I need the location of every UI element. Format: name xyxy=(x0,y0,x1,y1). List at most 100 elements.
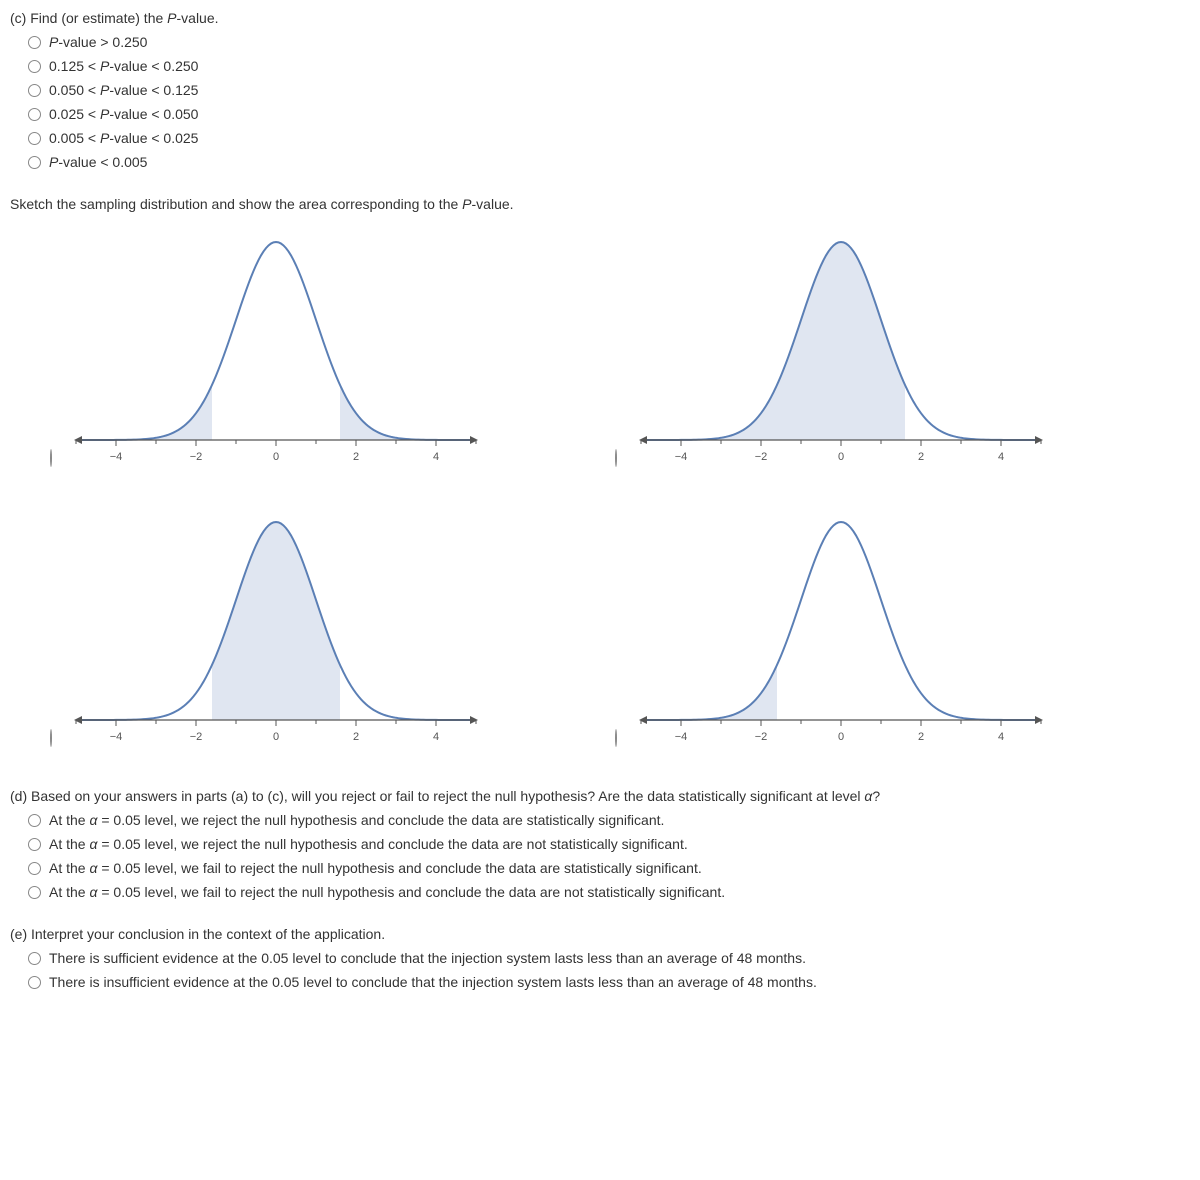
option-label: At the α = 0.05 level, we fail to reject… xyxy=(49,860,702,876)
sketch-prompt: Sketch the sampling distribution and sho… xyxy=(10,196,1190,212)
part-e-option[interactable]: There is insufficient evidence at the 0.… xyxy=(10,970,1190,994)
shaded-region xyxy=(76,385,212,440)
text: (c) Find (or estimate) the xyxy=(10,10,167,26)
arrow-left-icon xyxy=(74,436,82,444)
option-label: At the α = 0.05 level, we reject the nul… xyxy=(49,812,664,828)
chart-option[interactable]: −4−2024 xyxy=(615,230,1150,470)
option-label: At the α = 0.05 level, we reject the nul… xyxy=(49,836,688,852)
arrow-right-icon xyxy=(1035,716,1043,724)
svg-text:2: 2 xyxy=(918,731,924,743)
part-d-option[interactable]: At the α = 0.05 level, we fail to reject… xyxy=(10,856,1190,880)
radio-icon[interactable] xyxy=(615,729,617,747)
chart-option[interactable]: −4 −2 0 2 4 xyxy=(50,230,585,470)
distribution-chart: −4 −2 0 2 4 xyxy=(66,230,486,470)
arrow-left-icon xyxy=(639,716,647,724)
radio-icon[interactable] xyxy=(28,36,41,49)
radio-icon[interactable] xyxy=(28,976,41,989)
svg-text:2: 2 xyxy=(353,451,359,463)
shaded-region xyxy=(212,522,340,720)
part-c-option[interactable]: 0.125 < P-value < 0.250 xyxy=(10,54,1190,78)
svg-text:4: 4 xyxy=(998,731,1004,743)
radio-icon[interactable] xyxy=(28,108,41,121)
part-e-options: There is sufficient evidence at the 0.05… xyxy=(10,946,1190,994)
radio-icon[interactable] xyxy=(28,156,41,169)
shaded-region xyxy=(641,242,905,440)
svg-text:0: 0 xyxy=(838,451,844,463)
radio-icon[interactable] xyxy=(28,60,41,73)
part-c-option[interactable]: P-value > 0.250 xyxy=(10,30,1190,54)
part-c-option[interactable]: 0.005 < P-value < 0.025 xyxy=(10,126,1190,150)
svg-text:4: 4 xyxy=(433,731,439,743)
text: -value. xyxy=(177,10,219,26)
radio-icon[interactable] xyxy=(28,838,41,851)
part-d-option[interactable]: At the α = 0.05 level, we reject the nul… xyxy=(10,832,1190,856)
arrow-left-icon xyxy=(639,436,647,444)
radio-icon[interactable] xyxy=(50,449,52,467)
part-c-option[interactable]: 0.050 < P-value < 0.125 xyxy=(10,78,1190,102)
chart-option[interactable]: −4 −2 0 2 4 xyxy=(615,510,1150,750)
svg-text:−4: −4 xyxy=(110,451,123,463)
text: ? xyxy=(872,788,880,804)
p-italic: P xyxy=(462,196,471,212)
part-e: (e) Interpret your conclusion in the con… xyxy=(10,926,1190,994)
chart-grid: −4 −2 0 2 4 −4 −2 0 2 4 −4 −2 0 2 4 −4 −2 0 2 4 xyxy=(10,220,1190,760)
chart-option[interactable]: −4 −2 0 2 4 xyxy=(50,510,585,750)
arrow-right-icon xyxy=(470,436,478,444)
distribution-chart: −4−2024 xyxy=(631,230,1051,470)
distribution-chart: −4 −2 0 2 4 xyxy=(66,510,486,750)
svg-text:0: 0 xyxy=(273,451,279,463)
svg-text:−4: −4 xyxy=(675,731,688,743)
svg-text:−2: −2 xyxy=(190,731,203,743)
svg-text:−4: −4 xyxy=(110,731,123,743)
p-italic: P xyxy=(167,10,176,26)
svg-text:−2: −2 xyxy=(755,731,768,743)
part-c-prompt: (c) Find (or estimate) the P-value. xyxy=(10,10,1190,26)
part-d: (d) Based on your answers in parts (a) t… xyxy=(10,788,1190,904)
radio-icon[interactable] xyxy=(615,449,617,467)
radio-icon[interactable] xyxy=(28,814,41,827)
part-d-option[interactable]: At the α = 0.05 level, we fail to reject… xyxy=(10,880,1190,904)
text: (d) Based on your answers in parts (a) t… xyxy=(10,788,864,804)
radio-icon[interactable] xyxy=(28,84,41,97)
option-label: At the α = 0.05 level, we fail to reject… xyxy=(49,884,725,900)
arrow-left-icon xyxy=(74,716,82,724)
distribution-chart: −4 −2 0 2 4 xyxy=(631,510,1051,750)
option-label: 0.005 < P-value < 0.025 xyxy=(49,130,198,146)
part-e-option[interactable]: There is sufficient evidence at the 0.05… xyxy=(10,946,1190,970)
option-label: 0.125 < P-value < 0.250 xyxy=(49,58,198,74)
option-label: P-value < 0.005 xyxy=(49,154,147,170)
shaded-region-2 xyxy=(340,385,476,440)
curve-line xyxy=(76,242,476,440)
radio-icon[interactable] xyxy=(50,729,52,747)
svg-text:4: 4 xyxy=(998,451,1004,463)
shaded-region xyxy=(641,665,777,720)
part-d-prompt: (d) Based on your answers in parts (a) t… xyxy=(10,788,1190,804)
option-label: 0.050 < P-value < 0.125 xyxy=(49,82,198,98)
part-c-options: P-value > 0.250 0.125 < P-value < 0.250 0.… xyxy=(10,30,1190,174)
part-d-options: At the α = 0.05 level, we reject the nul… xyxy=(10,808,1190,904)
svg-text:−4: −4 xyxy=(675,451,688,463)
radio-icon[interactable] xyxy=(28,886,41,899)
part-d-option[interactable]: At the α = 0.05 level, we reject the nul… xyxy=(10,808,1190,832)
text: -value. xyxy=(472,196,514,212)
svg-text:−2: −2 xyxy=(755,451,768,463)
radio-icon[interactable] xyxy=(28,862,41,875)
svg-text:2: 2 xyxy=(353,731,359,743)
radio-icon[interactable] xyxy=(28,132,41,145)
part-c-option[interactable]: P-value < 0.005 xyxy=(10,150,1190,174)
part-e-prompt: (e) Interpret your conclusion in the con… xyxy=(10,926,1190,942)
part-c: (c) Find (or estimate) the P-value. P-va… xyxy=(10,10,1190,174)
option-label: There is insufficient evidence at the 0.… xyxy=(49,974,817,990)
part-c-option[interactable]: 0.025 < P-value < 0.050 xyxy=(10,102,1190,126)
arrow-right-icon xyxy=(470,716,478,724)
option-label: P-value > 0.250 xyxy=(49,34,147,50)
curve-line xyxy=(641,522,1041,720)
arrow-right-icon xyxy=(1035,436,1043,444)
text: Sketch the sampling distribution and sho… xyxy=(10,196,462,212)
radio-icon[interactable] xyxy=(28,952,41,965)
svg-text:−2: −2 xyxy=(190,451,203,463)
svg-text:4: 4 xyxy=(433,451,439,463)
svg-text:0: 0 xyxy=(273,731,279,743)
option-label: There is sufficient evidence at the 0.05… xyxy=(49,950,806,966)
svg-text:0: 0 xyxy=(838,731,844,743)
